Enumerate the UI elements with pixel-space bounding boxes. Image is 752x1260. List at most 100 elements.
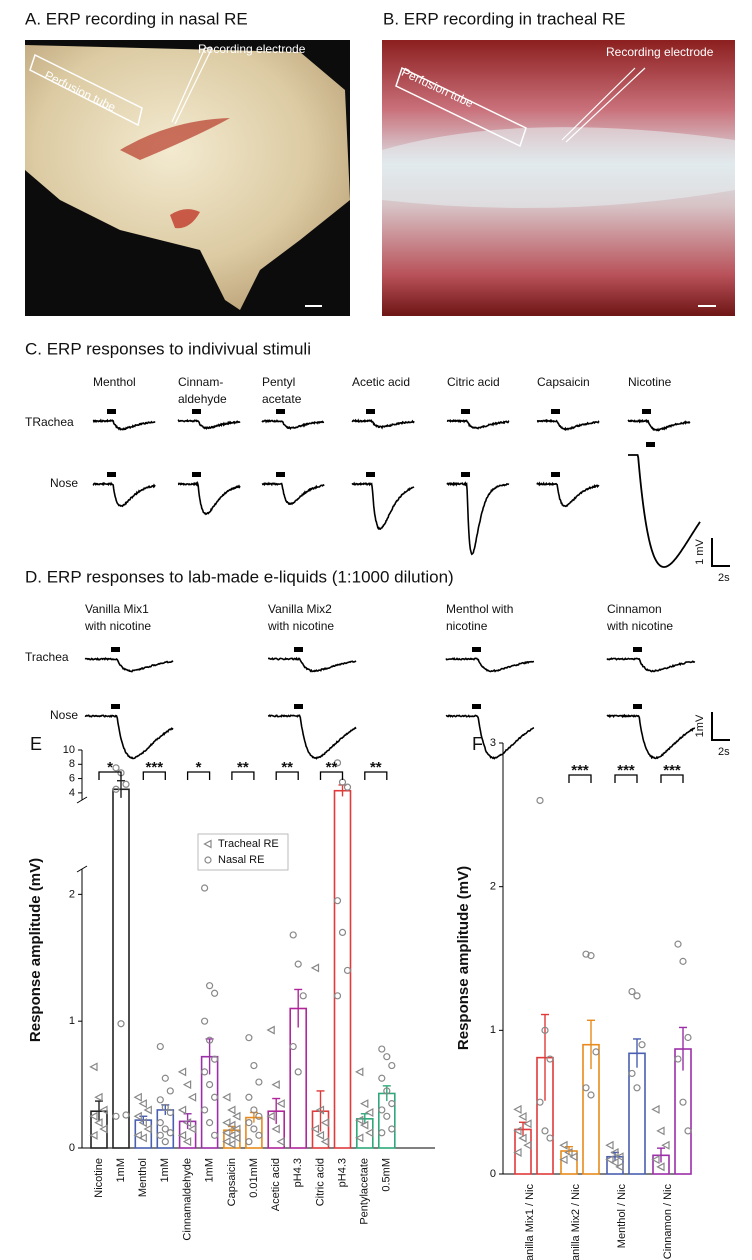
significance-bracket — [275, 771, 299, 780]
x-tick-label: Pentylacetate — [359, 1158, 371, 1225]
data-point — [541, 1026, 549, 1034]
data-point — [245, 1138, 253, 1146]
data-point — [289, 931, 297, 939]
x-tick-label: 0.5mM — [381, 1158, 393, 1192]
data-point — [343, 966, 352, 975]
scale-bar: 1 mV 2s 1mV 2s — [694, 538, 730, 758]
tube-outline — [395, 66, 527, 148]
data-point — [592, 1048, 600, 1056]
data-point — [187, 1092, 197, 1102]
bar — [112, 788, 130, 1149]
stimulus-label: nicotine — [446, 619, 488, 633]
legend-label: Tracheal RE — [218, 838, 279, 850]
stimulus-bar — [294, 647, 303, 652]
data-point — [633, 992, 641, 1000]
significance-label: ** — [281, 759, 293, 776]
data-point — [378, 1129, 386, 1137]
significance-bracket — [614, 774, 638, 783]
stimulus-label: acetate — [262, 392, 302, 406]
data-point — [679, 957, 687, 965]
y-tick-label: 8 — [69, 758, 75, 770]
significance-label: ** — [370, 759, 382, 776]
data-point — [536, 796, 544, 805]
data-point — [177, 1105, 187, 1115]
stimulus-bar — [472, 704, 481, 709]
data-point — [201, 884, 209, 892]
data-point — [156, 1096, 164, 1104]
stimulus-bar — [107, 409, 116, 414]
stimulus-label: aldehyde — [178, 392, 227, 406]
data-point — [143, 1105, 152, 1115]
data-point — [569, 1152, 578, 1162]
data-point — [227, 1130, 236, 1140]
data-point — [518, 1112, 527, 1122]
data-point — [661, 1140, 670, 1150]
stimulus-bar — [472, 647, 481, 652]
data-point — [122, 780, 130, 788]
data-point — [182, 1137, 192, 1147]
data-point — [656, 1126, 665, 1136]
data-point — [112, 785, 120, 793]
stimulus-label: with nicotine — [84, 619, 151, 633]
data-point — [201, 1068, 209, 1076]
electrode — [174, 47, 213, 125]
x-tick-label: Acetic acid — [270, 1158, 282, 1211]
data-point — [615, 1152, 624, 1162]
data-point — [587, 1091, 595, 1099]
x-tick-label: Citric acid — [314, 1158, 326, 1206]
data-point — [338, 928, 347, 937]
stimulus-label: with nicotine — [606, 619, 673, 633]
y-axis-label: Response amplitude (mV) — [27, 858, 44, 1042]
data-point — [343, 783, 352, 791]
stimulus-label: Menthol with — [446, 602, 513, 616]
tube-outline — [29, 53, 143, 127]
tissue — [382, 127, 735, 208]
data-point — [610, 1158, 619, 1168]
data-point — [276, 1099, 285, 1109]
data-point — [271, 1124, 280, 1134]
data-point — [156, 1119, 164, 1127]
scale-label: 2s — [718, 572, 730, 584]
stimulus-label: Cinnamon — [607, 602, 662, 616]
y-tick-label: 2 — [490, 881, 496, 893]
x-tick-label: Capsaicin — [226, 1158, 238, 1206]
x-tick-label: Cinnamaldehyde — [182, 1158, 194, 1241]
significance-bracket — [660, 774, 684, 783]
data-point — [513, 1126, 522, 1136]
photo-label: Recording electrode — [198, 42, 306, 56]
data-point — [383, 1053, 391, 1061]
significance-bracket — [186, 771, 211, 780]
stimulus-bar — [633, 647, 642, 652]
stimulus-bar — [294, 704, 303, 709]
x-tick-label: Vanilla Mix2 / Nic — [570, 1184, 582, 1260]
bar — [377, 1092, 396, 1149]
stimulus-label: Nicotine — [628, 375, 672, 389]
data-point — [117, 1020, 125, 1028]
data-point — [383, 1087, 391, 1095]
data-point — [187, 1124, 197, 1134]
data-point — [355, 1067, 364, 1077]
data-point — [206, 1119, 214, 1127]
data-point — [250, 1106, 258, 1114]
bar — [333, 789, 352, 1149]
bar — [289, 1007, 308, 1149]
data-point — [564, 1147, 573, 1157]
tissue — [170, 209, 200, 229]
data-point — [122, 1111, 130, 1119]
data-point — [182, 1118, 192, 1128]
data-point — [94, 1092, 103, 1102]
data-point — [211, 1055, 219, 1063]
trace — [446, 481, 510, 556]
trace — [628, 454, 701, 568]
stimulus-bar — [551, 472, 560, 477]
data-point — [138, 1133, 147, 1143]
data-point — [133, 1111, 142, 1121]
data-point — [161, 1138, 169, 1146]
data-point — [182, 1080, 192, 1090]
stimulus-bar — [366, 409, 375, 414]
significance-bracket — [98, 771, 122, 780]
data-point — [245, 1119, 253, 1127]
data-point — [99, 1105, 108, 1115]
data-point — [315, 1130, 325, 1140]
data-point — [211, 1131, 219, 1139]
